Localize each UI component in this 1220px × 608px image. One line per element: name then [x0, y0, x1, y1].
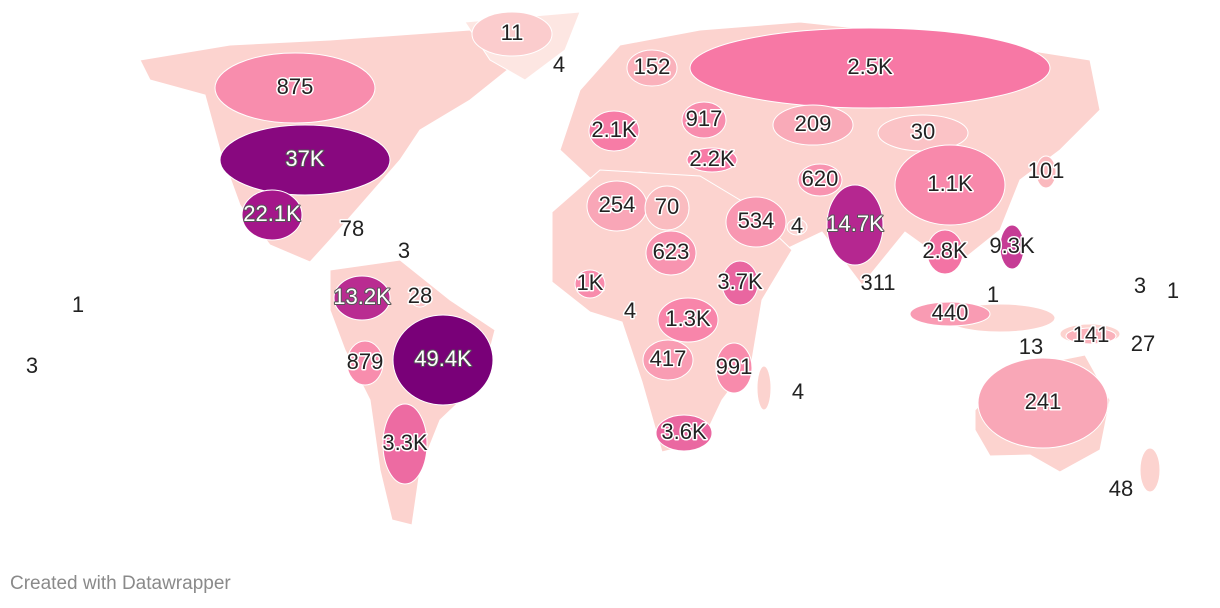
- value-label: 254: [599, 192, 636, 217]
- value-label: 13.2K: [333, 284, 391, 309]
- value-label: 620: [802, 166, 839, 191]
- value-label: 623: [653, 239, 690, 264]
- value-label: 70: [655, 194, 679, 219]
- country: [657, 297, 719, 343]
- country: [655, 414, 713, 452]
- value-label: 1K: [577, 270, 604, 295]
- value-label: 78: [340, 216, 364, 241]
- value-label: 3.7K: [717, 269, 763, 294]
- footer: Created with Datawrapper: [10, 573, 231, 594]
- value-label: 2.2K: [689, 146, 735, 171]
- country: [382, 403, 428, 485]
- country: [826, 184, 884, 266]
- country: [977, 357, 1109, 449]
- value-label: 917: [686, 106, 723, 131]
- country: [471, 11, 553, 57]
- value-label: 141: [1073, 322, 1110, 347]
- value-label: 440: [932, 300, 969, 325]
- country: [642, 339, 694, 381]
- value-label: 2.8K: [922, 238, 968, 263]
- country: [588, 110, 640, 152]
- value-label: 991: [716, 354, 753, 379]
- value-label: 4: [553, 52, 565, 77]
- country: [214, 52, 376, 124]
- country: [346, 340, 384, 386]
- value-label: 48: [1109, 476, 1133, 501]
- value-label: 152: [634, 54, 671, 79]
- country: [392, 314, 494, 406]
- islands: [1139, 447, 1161, 493]
- country: [725, 196, 787, 248]
- value-label: 1: [1167, 278, 1179, 303]
- country: [219, 124, 391, 196]
- country: [797, 163, 843, 197]
- value-label: 534: [738, 208, 775, 233]
- value-label: 1: [72, 292, 84, 317]
- country: [909, 301, 991, 327]
- country: [333, 275, 391, 321]
- value-label: 2.5K: [847, 54, 893, 79]
- value-label: 3: [398, 238, 410, 263]
- value-label: 27: [1131, 331, 1155, 356]
- value-label: 1.1K: [927, 171, 973, 196]
- value-label: 209: [795, 111, 832, 136]
- country: [409, 286, 431, 308]
- country: [681, 101, 727, 139]
- value-label: 14.7K: [826, 211, 884, 236]
- value-label: 37K: [285, 146, 324, 171]
- country: [894, 144, 1006, 226]
- islands: [756, 365, 772, 411]
- value-label: 4: [792, 379, 804, 404]
- value-label: 101: [1028, 158, 1065, 183]
- country: [1035, 155, 1057, 189]
- value-label: 4: [791, 213, 803, 238]
- country: [999, 224, 1025, 270]
- value-label: 49.4K: [414, 346, 472, 371]
- value-label: 1.3K: [665, 306, 711, 331]
- value-label: 30: [911, 119, 935, 144]
- country: [926, 229, 964, 275]
- country: [721, 260, 759, 306]
- country: [626, 49, 678, 87]
- country: [686, 147, 738, 173]
- country: [574, 269, 606, 299]
- value-label: 28: [408, 283, 432, 308]
- country: [1065, 327, 1117, 345]
- country: [715, 342, 753, 394]
- regions: [214, 11, 1117, 485]
- country: [772, 104, 854, 146]
- value-label: 11: [501, 20, 524, 45]
- value-label: 1: [987, 282, 999, 307]
- value-label: 3.6K: [661, 419, 707, 444]
- value-label: 3: [26, 353, 38, 378]
- value-label: 417: [650, 346, 687, 371]
- country: [645, 230, 697, 276]
- value-label: 4: [624, 298, 636, 323]
- value-label: 3.3K: [382, 430, 428, 455]
- country: [689, 27, 1051, 109]
- value-label: 875: [277, 74, 314, 99]
- value-label: 241: [1025, 389, 1062, 414]
- value-label: 879: [347, 349, 384, 374]
- value-label: 3: [1134, 273, 1146, 298]
- value-label: 9.3K: [989, 233, 1035, 258]
- country: [644, 185, 690, 231]
- value-label: 311: [860, 270, 895, 295]
- country: [241, 189, 303, 241]
- value-label: 22.1K: [243, 201, 301, 226]
- value-label: 13: [1019, 334, 1043, 359]
- value-label: 2.1K: [591, 117, 637, 142]
- country: [786, 218, 808, 236]
